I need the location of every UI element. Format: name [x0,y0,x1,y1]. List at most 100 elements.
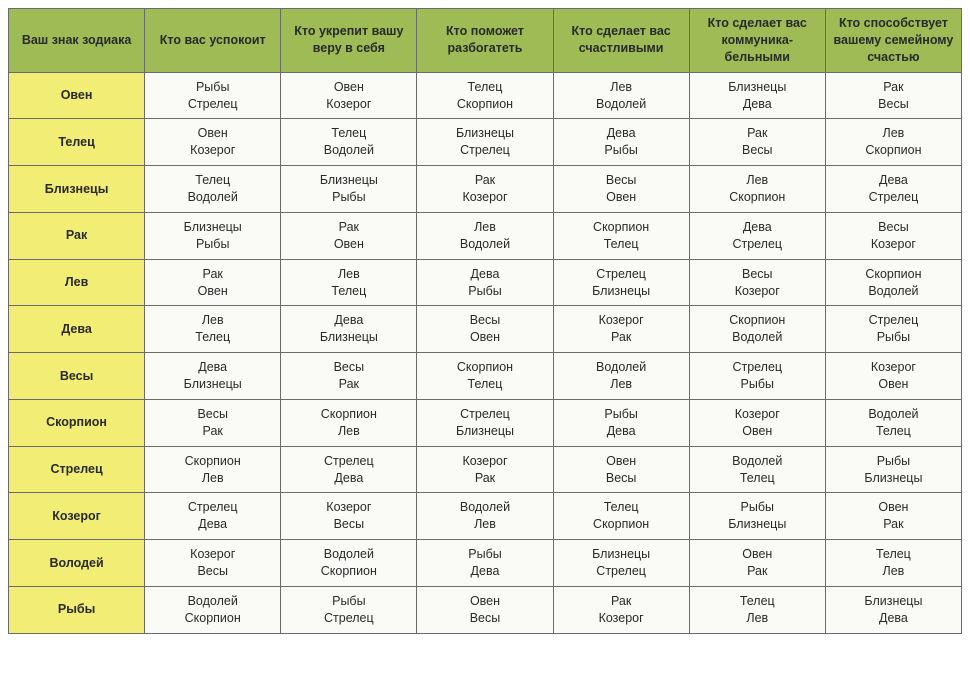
data-cell: ОвенКозерог [281,72,417,119]
data-cell: ВодолейЛев [417,493,553,540]
data-cell: ВодолейСкорпион [145,586,281,633]
cell-text: Скорпион [421,96,548,113]
data-cell: КозерогОвен [689,399,825,446]
cell-text: Скорпион [694,312,821,329]
data-cell: ОвенКозерог [145,119,281,166]
cell-text: Телец [694,470,821,487]
cell-text: Стрелец [149,96,276,113]
cell-text: Водолей [694,329,821,346]
cell-text: Стрелец [558,563,685,580]
sign-cell: Весы [9,353,145,400]
cell-text: Рак [830,79,957,96]
cell-text: Скорпион [149,610,276,627]
cell-text: Весы [694,142,821,159]
cell-text: Водолей [149,593,276,610]
cell-text: Лев [285,423,412,440]
cell-text: Стрелец [830,312,957,329]
data-cell: СтрелецДева [145,493,281,540]
cell-text: Близнецы [694,516,821,533]
cell-text: Водолей [285,142,412,159]
cell-text: Козерог [421,189,548,206]
data-cell: РакОвен [145,259,281,306]
cell-text: Близнецы [830,470,957,487]
data-cell: ДеваРыбы [417,259,553,306]
cell-text: Близнецы [285,329,412,346]
data-cell: ЛевСкорпион [689,166,825,213]
data-cell: ВесыОвен [553,166,689,213]
cell-text: Весы [830,96,957,113]
sign-cell: Овен [9,72,145,119]
cell-text: Скорпион [149,453,276,470]
data-cell: РыбыДева [553,399,689,446]
data-cell: ЛевВодолей [553,72,689,119]
data-cell: БлизнецыСтрелец [417,119,553,166]
cell-text: Близнецы [421,423,548,440]
data-cell: ВодолейТелец [689,446,825,493]
data-cell: ТелецВодолей [281,119,417,166]
sign-cell: Телец [9,119,145,166]
cell-text: Рыбы [421,283,548,300]
data-cell: РыбыБлизнецы [825,446,961,493]
data-cell: СкорпионЛев [145,446,281,493]
cell-text: Стрелец [421,142,548,159]
data-cell: РыбыДева [417,540,553,587]
cell-text: Овен [285,236,412,253]
cell-text: Козерог [558,610,685,627]
cell-text: Стрелец [558,266,685,283]
cell-text: Овен [421,329,548,346]
cell-text: Лев [830,563,957,580]
data-cell: ВодолейТелец [825,399,961,446]
table-row: ВолодейКозерогВесыВодолейСкорпионРыбыДев… [9,540,962,587]
data-cell: СкорпионВодолей [689,306,825,353]
cell-text: Рак [830,516,957,533]
cell-text: Дева [149,359,276,376]
cell-text: Скорпион [558,219,685,236]
cell-text: Козерог [558,312,685,329]
cell-text: Рыбы [694,499,821,516]
cell-text: Стрелец [149,499,276,516]
cell-text: Овен [285,79,412,96]
table-row: СкорпионВесыРакСкорпионЛевСтрелецБлизнец… [9,399,962,446]
data-cell: БлизнецыДева [825,586,961,633]
cell-text: Телец [558,236,685,253]
cell-text: Рак [421,470,548,487]
data-cell: ДеваБлизнецы [281,306,417,353]
data-cell: ВесыРак [281,353,417,400]
sign-cell: Лев [9,259,145,306]
data-cell: СкорпионЛев [281,399,417,446]
cell-text: Рыбы [694,376,821,393]
cell-text: Дева [421,266,548,283]
cell-text: Козерог [285,96,412,113]
data-cell: СкорпионТелец [553,212,689,259]
cell-text: Стрелец [694,359,821,376]
cell-text: Дева [421,563,548,580]
data-cell: КозерогРак [553,306,689,353]
cell-text: Весы [149,563,276,580]
cell-text: Рыбы [830,329,957,346]
sign-cell: Козерог [9,493,145,540]
table-row: СтрелецСкорпионЛевСтрелецДеваКозерогРакО… [9,446,962,493]
cell-text: Дева [830,610,957,627]
table-row: БлизнецыТелецВодолейБлизнецыРыбыРакКозер… [9,166,962,213]
data-cell: БлизнецыРыбы [145,212,281,259]
cell-text: Телец [285,125,412,142]
cell-text: Весы [830,219,957,236]
cell-text: Телец [830,546,957,563]
data-cell: КозерогВесы [145,540,281,587]
cell-text: Дева [830,172,957,189]
data-cell: ОвенРак [689,540,825,587]
cell-text: Близнецы [694,79,821,96]
cell-text: Весы [149,406,276,423]
column-header-3: Кто поможет разбогатеть [417,9,553,73]
data-cell: РакОвен [281,212,417,259]
cell-text: Овен [830,499,957,516]
data-cell: РакКозерог [553,586,689,633]
zodiac-table: Ваш знак зодиакаКто вас успокоитКто укре… [8,8,962,634]
cell-text: Весы [285,359,412,376]
cell-text: Рак [694,563,821,580]
data-cell: СтрелецРыбы [689,353,825,400]
data-cell: ДеваРыбы [553,119,689,166]
cell-text: Скорпион [830,266,957,283]
sign-cell: Рыбы [9,586,145,633]
data-cell: ВодолейСкорпион [281,540,417,587]
